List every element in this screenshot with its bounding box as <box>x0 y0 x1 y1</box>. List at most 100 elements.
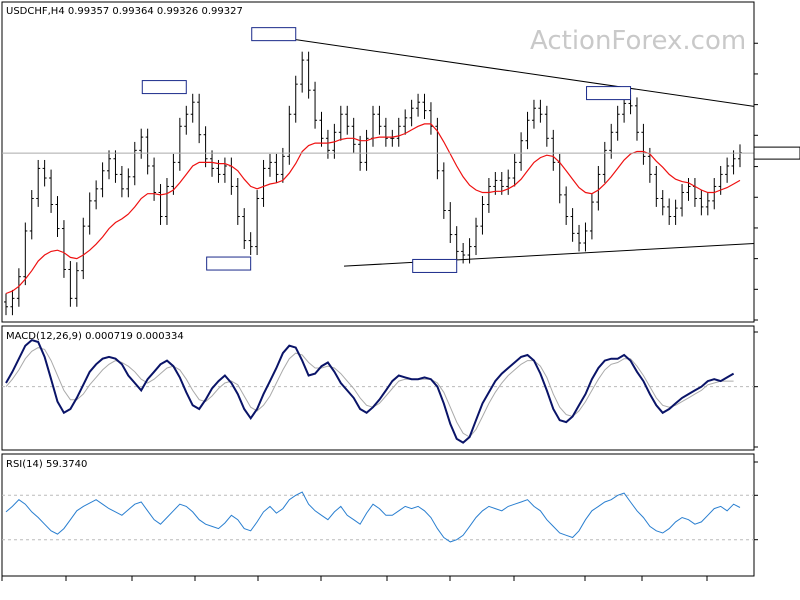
trendline-upper <box>295 39 755 107</box>
ohlc-bar <box>36 159 41 207</box>
ohlc-bar <box>654 165 659 207</box>
ohlc-bar <box>171 153 176 195</box>
ohlc-bar <box>132 141 137 186</box>
ohlc-bar <box>100 162 105 198</box>
ohlc-bar <box>712 178 717 210</box>
ohlc-bar <box>680 184 685 217</box>
ohlc-bar <box>615 105 620 141</box>
ohlc-bar <box>248 232 253 256</box>
price-annotations <box>141 27 632 273</box>
price-header: USDCHF,H4 0.99357 0.99364 0.99326 0.9932… <box>6 6 243 17</box>
ohlc-bar <box>190 93 195 123</box>
ohlc-bar <box>261 159 266 207</box>
ohlc-bar <box>287 105 292 165</box>
ohlc-bar <box>531 99 536 129</box>
rsi-panel <box>1 453 755 577</box>
time-axis <box>1 576 708 581</box>
ohlc-bar <box>660 190 665 216</box>
ohlc-bar <box>396 117 401 147</box>
ohlc-bar <box>364 129 369 171</box>
ohlc-bar <box>235 178 240 225</box>
ohlc-bar <box>686 178 691 201</box>
ohlc-bar <box>506 169 511 195</box>
ohlc-bar <box>164 178 169 225</box>
price-annotation-box <box>206 256 252 271</box>
ohlc-bar <box>313 81 318 129</box>
ohlc-bar <box>583 222 588 252</box>
ohlc-bar <box>480 196 485 235</box>
rsi-header: RSI(14) 59.3740 <box>6 459 87 470</box>
ohlc-bar <box>390 129 395 147</box>
ohlc-bar <box>10 289 15 316</box>
ohlc-bar <box>197 93 202 144</box>
ohlc-bar <box>409 99 414 127</box>
ohlc-bar <box>61 220 66 278</box>
ohlc-bar <box>673 199 678 225</box>
price-axis <box>754 42 758 321</box>
ohlc-bar <box>731 150 736 175</box>
ohlc-bar <box>351 117 356 153</box>
ohlc-bar <box>242 208 247 250</box>
ohlc-bar <box>435 117 440 180</box>
ohlc-bar <box>119 165 124 198</box>
ohlc-bar <box>544 105 549 147</box>
watermark: ActionForex.com <box>530 26 746 56</box>
macd-plot <box>2 331 758 448</box>
ohlc-bar <box>338 105 343 141</box>
ohlc-bar <box>519 132 524 171</box>
ohlc-bar <box>345 105 350 135</box>
ohlc-bar <box>255 190 260 256</box>
ohlc-bar <box>570 208 575 242</box>
ohlc-bar <box>602 141 607 183</box>
macd-panel <box>1 325 755 451</box>
ohlc-bar <box>512 153 517 187</box>
ohlc-bar <box>525 111 530 150</box>
ohlc-bar <box>81 217 86 280</box>
ohlc-bar <box>325 129 330 159</box>
ohlc-bar <box>29 190 34 240</box>
ohlc-bar <box>705 192 710 216</box>
ohlc-bar <box>596 165 601 211</box>
ohlc-bar <box>403 109 408 135</box>
rsi-plot <box>2 461 758 543</box>
rsi-line <box>5 491 741 543</box>
ohlc-bar <box>441 162 446 219</box>
ohlc-bar <box>486 178 491 213</box>
ohlc-bar <box>222 157 227 183</box>
ohlc-bar <box>126 168 131 198</box>
moving-average-line <box>5 123 741 295</box>
macd-line <box>5 338 735 444</box>
ohlc-bar <box>23 222 28 286</box>
ohlc-bar <box>551 129 556 171</box>
ohlc-bar <box>300 51 305 93</box>
ohlc-bar <box>267 153 272 177</box>
ohlc-bar <box>55 196 60 237</box>
ohlc-bar <box>177 117 182 171</box>
ohlc-bar <box>158 184 163 225</box>
ohlc-bar <box>113 150 118 183</box>
ohlc-bar <box>306 51 311 99</box>
ohlc-bar <box>377 105 382 135</box>
ohlc-bar <box>139 128 144 159</box>
ohlc-bar <box>210 150 215 177</box>
ohlc-bar <box>589 193 594 240</box>
macd-header: MACD(12,26,9) 0.000719 0.000334 <box>6 331 184 342</box>
ohlc-bar <box>634 97 639 141</box>
ohlc-bar <box>699 190 704 216</box>
ohlc-bar <box>383 117 388 147</box>
ohlc-bar <box>16 268 21 307</box>
ohlc-bar <box>448 202 453 243</box>
ohlc-bar <box>454 226 459 260</box>
ohlc-bar <box>293 75 298 123</box>
price-annotation-box <box>251 27 297 42</box>
macd-signal-line <box>5 347 734 438</box>
ohlc-bar <box>87 192 92 235</box>
current-price-box <box>753 146 800 160</box>
ohlc-bar <box>4 293 8 316</box>
ohlc-bar <box>667 198 672 225</box>
price-panel <box>1 1 755 323</box>
price-annotation-box <box>586 86 632 101</box>
ohlc-bar <box>68 261 73 307</box>
ohlc-bar <box>538 99 543 123</box>
